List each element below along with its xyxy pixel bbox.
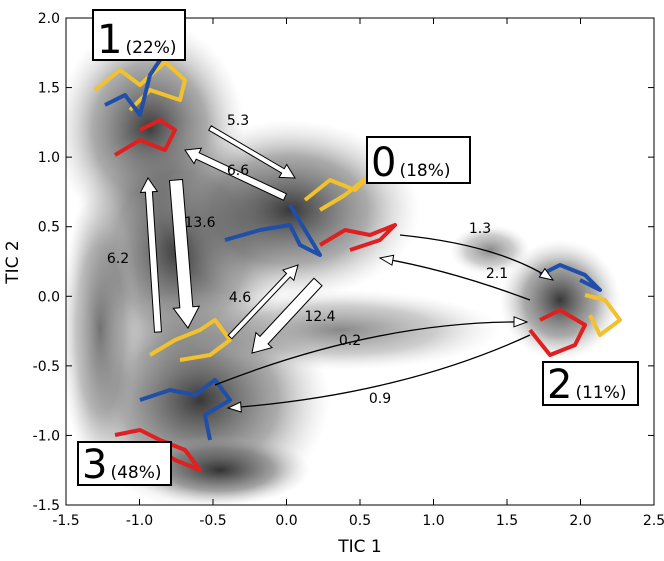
transition-arrow [184, 147, 288, 201]
x-tick-label: 0.0 [275, 513, 297, 529]
transition-arrow [208, 125, 296, 179]
transition-rate: 0.2 [339, 333, 361, 349]
y-tick-label: 0.0 [38, 289, 60, 305]
state-population: (22%) [125, 38, 176, 58]
transition-rate: 6.6 [227, 163, 249, 179]
state-box [92, 9, 186, 61]
y-tick-label: -0.5 [33, 359, 60, 375]
transition-arrow [168, 178, 201, 329]
transition-arrow [251, 277, 323, 354]
x-tick-label: 2.0 [569, 513, 591, 529]
transition-rate: 2.1 [486, 266, 508, 282]
arrow-head [538, 267, 555, 281]
y-tick-label: -1.0 [33, 428, 60, 444]
x-tick-label: -1.5 [52, 513, 79, 529]
state-label: 2 (11%) [547, 362, 627, 408]
x-tick-label: -1.0 [126, 513, 153, 529]
transition-arrow [227, 264, 299, 340]
state-population: (18%) [399, 161, 450, 181]
transition-arrow [227, 334, 531, 409]
transition-rate: 0.9 [369, 391, 391, 407]
state-name: 0 [371, 140, 396, 186]
molecules [93, 58, 622, 472]
state-box [542, 361, 639, 406]
y-tick-label: 1.0 [38, 150, 60, 166]
density-map [66, 20, 620, 505]
y-tick-label: 2.0 [38, 11, 60, 27]
state-box [77, 441, 172, 486]
y-tick-label: 0.5 [38, 220, 60, 236]
x-tick-label: 2.5 [643, 513, 664, 529]
arrow-head [378, 254, 395, 266]
state-name: 1 [97, 17, 122, 63]
state-population: (11%) [575, 383, 626, 403]
transition-rate: 1.3 [469, 221, 491, 237]
state-name: 2 [547, 362, 572, 408]
y-tick-label: -1.5 [33, 498, 60, 514]
state-label: 0 (18%) [371, 140, 451, 186]
x-tick-label: 1.0 [422, 513, 444, 529]
state-population: (48%) [110, 463, 161, 483]
state-label: 1 (22%) [97, 17, 177, 63]
x-tick-label: -0.5 [199, 513, 226, 529]
x-tick-label: 1.5 [496, 513, 518, 529]
transition-rate: 5.3 [227, 113, 249, 129]
transition-rate: 12.4 [304, 309, 335, 325]
state-box [366, 136, 471, 184]
transition-rate: 6.2 [107, 251, 129, 267]
y-axis-label: TIC 2 [3, 240, 23, 285]
x-axis-label: TIC 1 [337, 537, 382, 557]
y-tick-label: 1.5 [38, 81, 60, 97]
arrow-head [226, 401, 242, 413]
state-name: 3 [82, 442, 107, 488]
transition-arrow [399, 234, 554, 281]
transition-arrow [214, 321, 528, 386]
transition-rate: 13.6 [184, 215, 215, 231]
arrow-head [513, 316, 529, 328]
state-label: 3 (48%) [82, 442, 162, 488]
x-tick-label: 0.5 [349, 513, 371, 529]
transition-rate: 4.6 [229, 290, 251, 306]
transition-arrow [379, 257, 531, 301]
transition-arrow [139, 177, 163, 333]
